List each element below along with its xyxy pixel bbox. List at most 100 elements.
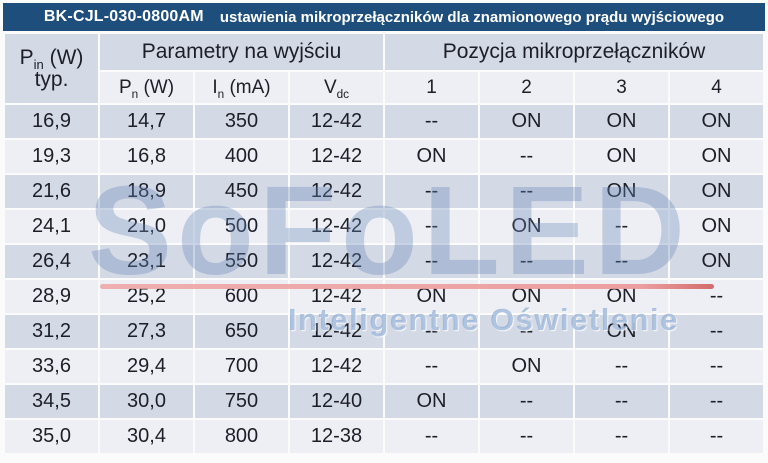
- table-cell: ON: [575, 280, 668, 313]
- table-cell: --: [575, 350, 668, 383]
- sub-header-row: Pn (W) In (mA) Vdc 1 2 3 4: [5, 72, 763, 103]
- table-cell: ON: [670, 175, 763, 208]
- table-row: 33,6 29,4 700 12-42 -- ON -- --: [5, 350, 763, 383]
- table-cell: ON: [480, 350, 573, 383]
- table-cell: ON: [575, 315, 668, 348]
- table-cell: --: [670, 315, 763, 348]
- table-row: 19,3 16,8 400 12-42 ON -- ON ON: [5, 140, 763, 173]
- table-cell: 750: [195, 385, 288, 418]
- table-row: 24,1 21,0 500 12-42 -- ON -- ON: [5, 210, 763, 243]
- header-in: In (mA): [195, 72, 288, 103]
- table-cell: 500: [195, 210, 288, 243]
- table-cell: --: [670, 280, 763, 313]
- table-cell: --: [385, 210, 478, 243]
- table-cell: --: [670, 350, 763, 383]
- table-cell: 400: [195, 140, 288, 173]
- table-cell: --: [575, 385, 668, 418]
- table-cell: 29,4: [100, 350, 193, 383]
- table-cell: 21,6: [5, 175, 98, 208]
- table-row: 26,4 23,1 550 12-42 -- -- -- ON: [5, 245, 763, 278]
- table-cell: ON: [385, 140, 478, 173]
- table-cell: 350: [195, 105, 288, 138]
- table-row: 35,0 30,4 800 12-38 -- -- -- --: [5, 420, 763, 453]
- table-cell: --: [480, 315, 573, 348]
- table-cell: 31,2: [5, 315, 98, 348]
- table-cell: ON: [575, 105, 668, 138]
- table-row: 34,5 30,0 750 12-40 ON -- -- --: [5, 385, 763, 418]
- pn-subscript: n: [131, 87, 139, 101]
- table-cell: --: [480, 245, 573, 278]
- table-cell: 12-42: [290, 140, 383, 173]
- table-cell: --: [385, 105, 478, 138]
- header-pin-typ: Pin (W) typ.: [5, 34, 98, 103]
- table-cell: 14,7: [100, 105, 193, 138]
- header-switch-4: 4: [670, 72, 763, 103]
- table-cell: --: [575, 210, 668, 243]
- pin-symbol: P: [19, 45, 34, 69]
- table-row: 28,9 25,2 600 12-42 ON ON ON --: [5, 280, 763, 313]
- table-cell: 18,9: [100, 175, 193, 208]
- table-cell: ON: [480, 280, 573, 313]
- table-header: Pin (W) typ. Parametry na wyjściu Pozycj…: [5, 34, 763, 103]
- table-cell: 16,8: [100, 140, 193, 173]
- table-cell: --: [385, 350, 478, 383]
- table-cell: 550: [195, 245, 288, 278]
- table-cell: 21,0: [100, 210, 193, 243]
- table-cell: 30,0: [100, 385, 193, 418]
- table-cell: ON: [670, 105, 763, 138]
- pin-unit: (W): [43, 45, 84, 69]
- table-cell: --: [385, 175, 478, 208]
- table-cell: ON: [385, 385, 478, 418]
- table-cell: 24,1: [5, 210, 98, 243]
- table-cell: 25,2: [100, 280, 193, 313]
- table-cell: 26,4: [5, 245, 98, 278]
- table-cell: --: [385, 420, 478, 453]
- table-row: 16,9 14,7 350 12-42 -- ON ON ON: [5, 105, 763, 138]
- table-cell: 23,1: [100, 245, 193, 278]
- vdc-subscript: dc: [336, 87, 350, 101]
- pn-symbol: P: [118, 76, 132, 98]
- table-cell: 16,9: [5, 105, 98, 138]
- header-group-output: Parametry na wyjściu: [100, 34, 383, 70]
- table-row: 31,2 27,3 650 12-42 -- -- ON --: [5, 315, 763, 348]
- table-cell: 27,3: [100, 315, 193, 348]
- group-header-row: Pin (W) typ. Parametry na wyjściu Pozycj…: [5, 34, 763, 103]
- table-cell: ON: [575, 140, 668, 173]
- table-cell: 600: [195, 280, 288, 313]
- table-cell: ON: [575, 175, 668, 208]
- header-switch-1: 1: [385, 72, 478, 103]
- table-cell: 800: [195, 420, 288, 453]
- table-cell: 12-42: [290, 105, 383, 138]
- header-switch-3: 3: [575, 72, 668, 103]
- table-cell: ON: [670, 245, 763, 278]
- table-cell: 12-42: [290, 210, 383, 243]
- table-cell: 12-42: [290, 280, 383, 313]
- table-cell: --: [575, 420, 668, 453]
- vdc-symbol: V: [323, 76, 337, 98]
- title-bar: BK-CJL-030-0800AM ustawienia mikroprzełą…: [3, 3, 765, 31]
- table-cell: 34,5: [5, 385, 98, 418]
- table-cell: 28,9: [5, 280, 98, 313]
- table-cell: --: [480, 175, 573, 208]
- table-cell: ON: [670, 140, 763, 173]
- table-cell: --: [670, 385, 763, 418]
- header-pn: Pn (W): [100, 72, 193, 103]
- table-cell: 30,4: [100, 420, 193, 453]
- table-cell: 650: [195, 315, 288, 348]
- table-cell: ON: [480, 210, 573, 243]
- header-vdc: Vdc: [290, 72, 383, 103]
- table-row: 21,6 18,9 450 12-42 -- -- ON ON: [5, 175, 763, 208]
- table-cell: 12-38: [290, 420, 383, 453]
- table-cell: 33,6: [5, 350, 98, 383]
- in-subscript: n: [217, 87, 225, 101]
- table-cell: 19,3: [5, 140, 98, 173]
- table-cell: ON: [670, 210, 763, 243]
- table-cell: 450: [195, 175, 288, 208]
- table-cell: --: [385, 245, 478, 278]
- table-cell: ON: [480, 105, 573, 138]
- table-body: 16,9 14,7 350 12-42 -- ON ON ON 19,3 16,8 400 12-42…: [5, 105, 763, 453]
- title-subtitle: ustawienia mikroprzełączników dla znamio…: [219, 8, 725, 26]
- table-cell: --: [480, 385, 573, 418]
- in-symbol: I: [212, 76, 218, 98]
